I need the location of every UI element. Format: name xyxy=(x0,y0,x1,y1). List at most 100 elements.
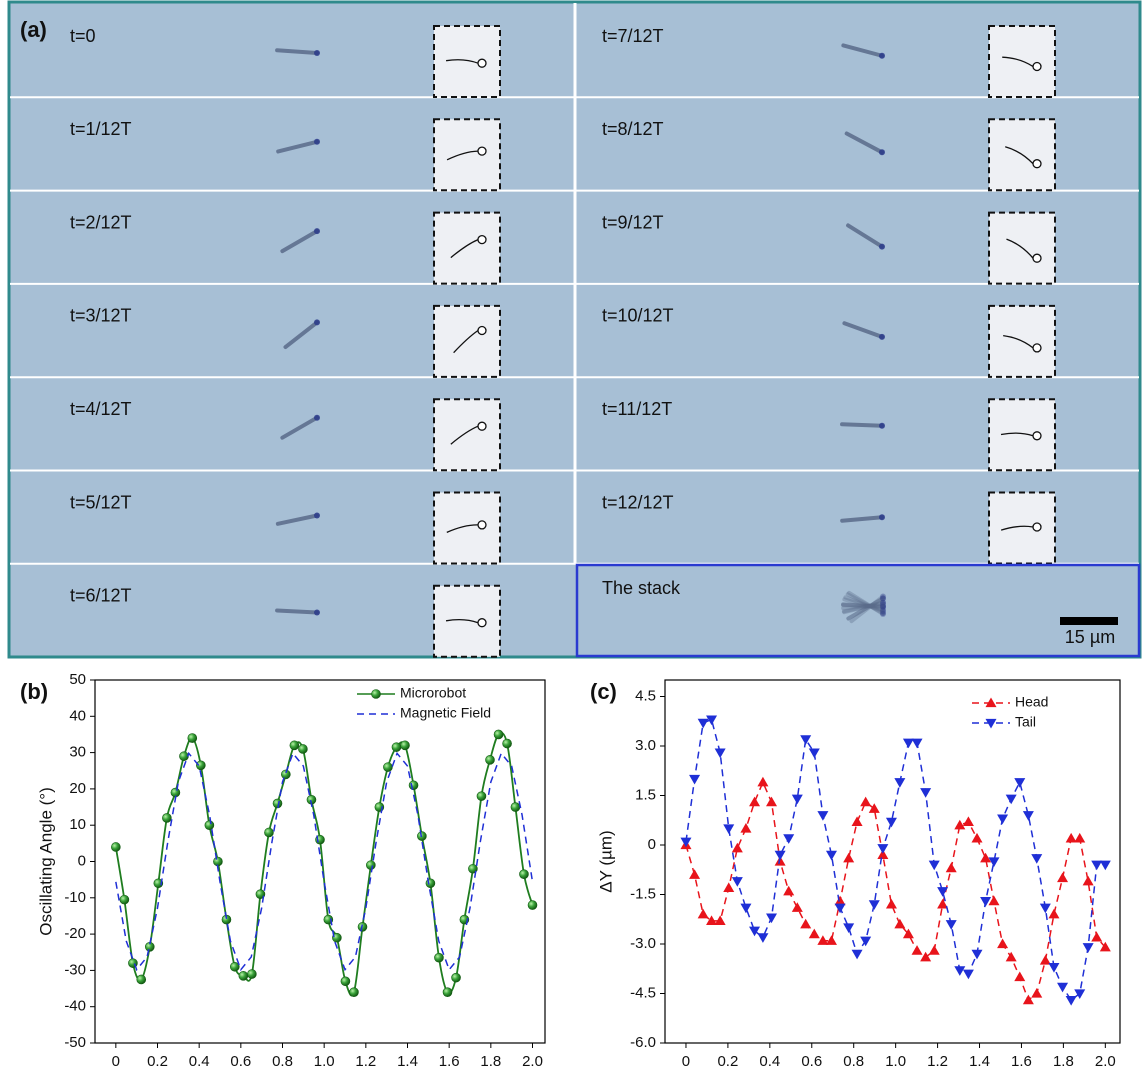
data-point xyxy=(886,818,897,828)
inset-head xyxy=(1033,432,1041,440)
data-point xyxy=(1031,988,1042,998)
frame-label: t=12/12T xyxy=(602,492,674,512)
data-point xyxy=(1048,963,1059,973)
data-point xyxy=(972,950,983,960)
data-point xyxy=(698,719,709,729)
frame-label: t=5/12T xyxy=(70,492,132,512)
data-point xyxy=(912,739,923,749)
data-point xyxy=(1100,861,1111,871)
panel-label: (b) xyxy=(20,679,48,704)
y-tick-label: -30 xyxy=(64,961,86,978)
frame-label: t=6/12T xyxy=(70,586,132,606)
data-point xyxy=(264,828,273,837)
microrobot-head xyxy=(314,513,320,519)
inset-box xyxy=(434,306,500,377)
x-tick-label: 1.4 xyxy=(969,1053,990,1070)
microrobot-head xyxy=(879,334,885,340)
series-line xyxy=(116,733,533,996)
data-point xyxy=(1048,909,1059,919)
data-point xyxy=(1006,795,1017,805)
data-point xyxy=(723,824,734,834)
data-point xyxy=(766,797,777,807)
data-point xyxy=(877,844,888,854)
inset-head xyxy=(478,521,486,529)
inset-box xyxy=(434,213,500,284)
data-point xyxy=(963,816,974,826)
inset-box xyxy=(989,399,1055,470)
y-axis-label: ΔY (µm) xyxy=(596,830,615,892)
data-point xyxy=(757,933,768,943)
inset-box xyxy=(434,399,500,470)
data-point xyxy=(486,755,495,764)
data-point xyxy=(298,744,307,753)
x-tick-label: 1.6 xyxy=(1011,1053,1032,1070)
data-point xyxy=(1066,996,1077,1006)
data-point xyxy=(912,945,923,955)
x-tick-label: 1.4 xyxy=(397,1053,418,1070)
legend-marker xyxy=(372,690,381,699)
inset-head xyxy=(1033,254,1041,262)
data-point xyxy=(341,977,350,986)
y-tick-label: 3.0 xyxy=(635,737,656,754)
y-tick-label: -10 xyxy=(64,889,86,906)
data-point xyxy=(1031,854,1042,864)
data-point xyxy=(409,781,418,790)
data-point xyxy=(434,953,443,962)
microrobot-body xyxy=(842,424,882,425)
data-point xyxy=(852,816,863,826)
series-line xyxy=(686,720,1105,1001)
inset-head xyxy=(478,59,486,67)
scale-bar xyxy=(1060,617,1118,625)
inset-box xyxy=(434,26,500,97)
data-point xyxy=(111,842,120,851)
data-point xyxy=(349,988,358,997)
inset-box xyxy=(434,493,500,564)
data-point xyxy=(162,813,171,822)
data-point xyxy=(800,735,811,745)
microrobot-head xyxy=(314,319,320,325)
x-tick-label: 0 xyxy=(112,1053,120,1070)
microrobot-body xyxy=(277,610,317,612)
microrobot-body xyxy=(277,50,317,53)
data-point xyxy=(740,823,751,833)
data-point xyxy=(698,909,709,919)
frame-label: t=7/12T xyxy=(602,26,664,46)
y-tick-label: -50 xyxy=(64,1034,86,1051)
x-tick-label: 0.4 xyxy=(759,1053,780,1070)
x-tick-label: 0.8 xyxy=(843,1053,864,1070)
data-point xyxy=(1014,972,1025,982)
data-point xyxy=(946,920,957,930)
x-tick-label: 1.0 xyxy=(314,1053,335,1070)
frame-label: t=8/12T xyxy=(602,119,664,139)
frame-label: t=10/12T xyxy=(602,306,674,326)
data-point xyxy=(401,741,410,750)
data-point xyxy=(972,833,983,843)
data-point xyxy=(1006,952,1017,962)
data-point xyxy=(477,792,486,801)
data-point xyxy=(188,734,197,743)
microrobot-head xyxy=(879,53,885,59)
inset-head xyxy=(1033,523,1041,531)
data-point xyxy=(809,929,820,939)
data-point xyxy=(894,778,905,788)
data-point xyxy=(1066,833,1077,843)
data-point xyxy=(723,882,734,892)
microrobot-head xyxy=(314,610,320,616)
data-point xyxy=(519,870,528,879)
frame-label: t=9/12T xyxy=(602,212,664,232)
scale-bar-label: 15 µm xyxy=(1065,627,1115,647)
data-point xyxy=(749,797,760,807)
y-tick-label: 4.5 xyxy=(635,687,656,704)
frame-label: t=0 xyxy=(70,26,96,46)
microrobot-head xyxy=(314,228,320,234)
data-point xyxy=(740,904,751,914)
data-point xyxy=(247,970,256,979)
data-point xyxy=(783,834,794,844)
data-point xyxy=(903,739,914,749)
data-point xyxy=(783,886,794,896)
data-point xyxy=(290,741,299,750)
x-tick-label: 2.0 xyxy=(522,1053,543,1070)
data-point xyxy=(1074,989,1085,999)
data-point xyxy=(1023,811,1034,821)
data-point xyxy=(1040,904,1051,914)
